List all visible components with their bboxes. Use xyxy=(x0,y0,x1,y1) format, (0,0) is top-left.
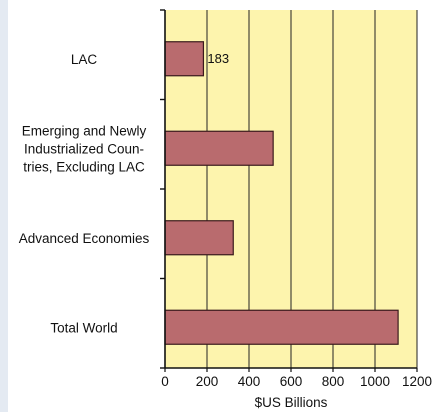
bar-2 xyxy=(164,130,274,166)
bar-1 xyxy=(164,41,205,77)
x-tick-label: 1000 xyxy=(360,374,390,389)
value-axis: 0 200 400 600 800 1000 1200 xyxy=(160,9,432,389)
category-label-line: tries, Excluding LAC xyxy=(23,159,145,174)
category-label-line: Advanced Economies xyxy=(19,231,150,246)
category-label-line: LAC xyxy=(71,52,98,67)
x-tick-label: 600 xyxy=(280,374,303,389)
x-tick-label: 1200 xyxy=(402,374,432,389)
data-label: 183 xyxy=(207,51,229,66)
x-tick-label: 800 xyxy=(322,374,345,389)
category-labels: LAC Emerging and Newly Industrialized Coun… xyxy=(19,52,150,336)
category-label: Advanced Economies xyxy=(19,231,150,246)
gridlines xyxy=(206,10,418,368)
x-axis-title: $US Billions xyxy=(255,395,328,410)
x-tick-label: 400 xyxy=(238,374,261,389)
category-label: Emerging and Newly Industrialized Coun-tr… xyxy=(22,123,147,174)
x-tick-label: 0 xyxy=(161,374,169,389)
side-strip xyxy=(0,0,8,412)
category-label: Total World xyxy=(50,320,117,335)
x-tick-label: 200 xyxy=(196,374,219,389)
category-label-line: Industrialized Coun- xyxy=(24,141,144,156)
category-label: LAC xyxy=(71,52,98,67)
bar-4 xyxy=(164,309,399,345)
bar-3 xyxy=(164,220,234,256)
category-label-line: Total World xyxy=(50,320,117,335)
category-label-line: Emerging and Newly xyxy=(22,123,147,138)
